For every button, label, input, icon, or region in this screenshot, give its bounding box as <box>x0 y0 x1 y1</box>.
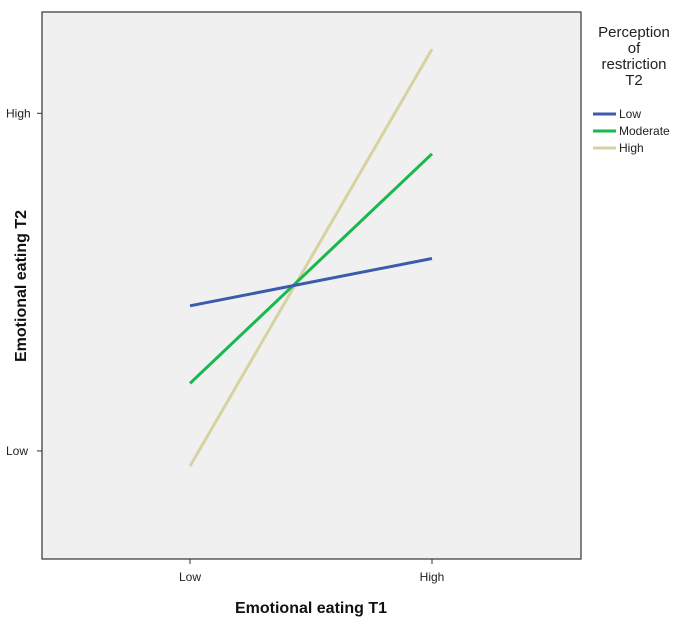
legend-title: Perception of restriction T2 <box>598 24 670 89</box>
x-axis: Low High <box>179 559 444 584</box>
legend-label: High <box>619 141 644 155</box>
series-line-moderate <box>188 152 434 385</box>
y-axis-title: Emotional eating T2 <box>13 210 30 362</box>
legend-label: Low <box>619 107 641 121</box>
legend-title-line: T2 <box>625 72 643 89</box>
series-line-low <box>189 257 433 308</box>
legend-title-line: of <box>628 40 641 57</box>
x-tick-label: Low <box>179 570 201 584</box>
x-tick-label: High <box>420 570 445 584</box>
y-tick-label: High <box>6 106 31 120</box>
legend: Perception of restriction T2 Low Moderate High <box>593 24 670 155</box>
legend-title-line: restriction <box>601 56 666 73</box>
legend-title-line: Perception <box>598 24 670 41</box>
legend-label: Moderate <box>619 124 670 138</box>
series-lines <box>188 48 434 467</box>
y-tick-label: Low <box>6 444 28 458</box>
plot-area <box>41 11 582 560</box>
series-line-high <box>188 48 434 467</box>
x-axis-title: Emotional eating T1 <box>235 600 387 617</box>
y-axis: Low High <box>6 106 42 458</box>
